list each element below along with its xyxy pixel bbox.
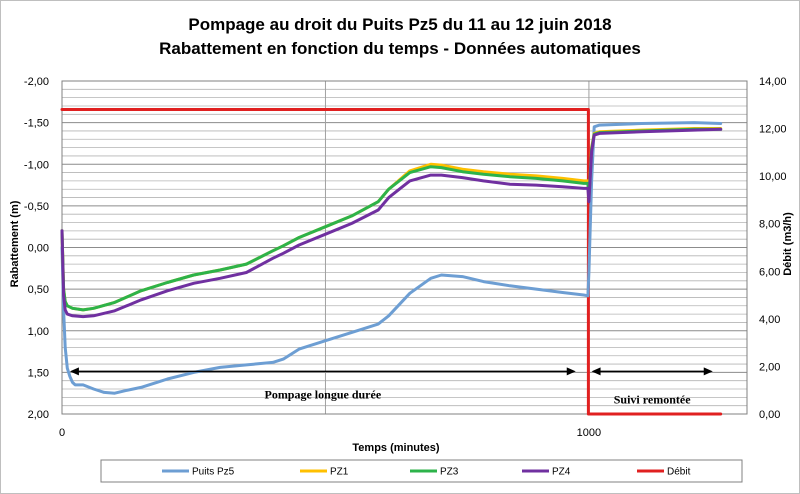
y-tick-label: -1,50 bbox=[24, 118, 49, 130]
y-tick-label: -2,00 bbox=[24, 76, 49, 88]
annotation-arrowhead-right bbox=[703, 367, 713, 376]
y2-tick-label: 0,00 bbox=[759, 409, 780, 421]
y2-tick-label: 2,00 bbox=[759, 361, 780, 373]
x-axis-ticks: 0 1000 bbox=[59, 427, 601, 439]
y-tick-label: 1,00 bbox=[28, 326, 49, 338]
x-axis-title: Temps (minutes) bbox=[352, 442, 440, 454]
y2-axis-title: Débit (m3/h) bbox=[782, 212, 794, 276]
series-line-d-bit bbox=[60, 108, 723, 416]
legend: Puits Pz5 PZ1 PZ3 PZ4 Débit bbox=[162, 467, 691, 478]
y-tick-label: 2,00 bbox=[28, 409, 49, 421]
legend-label: PZ3 bbox=[440, 467, 459, 478]
annotation-label: Suivi remontée bbox=[614, 392, 691, 406]
annotation-label: Pompage longue durée bbox=[264, 387, 381, 401]
y2-tick-label: 6,00 bbox=[759, 266, 780, 278]
gridlines bbox=[62, 80, 747, 415]
legend-label: PZ4 bbox=[552, 467, 571, 478]
y2-axis-ticks: 0,00 2,00 4,00 6,00 8,00 10,00 12,00 14,00 bbox=[759, 76, 787, 421]
y2-tick-label: 14,00 bbox=[759, 76, 787, 88]
y-tick-label: 0,50 bbox=[28, 284, 49, 296]
legend-label: Débit bbox=[667, 467, 691, 478]
y2-tick-label: 10,00 bbox=[759, 171, 787, 183]
y2-tick-label: 4,00 bbox=[759, 314, 780, 326]
y-tick-label: 0,00 bbox=[28, 243, 49, 255]
y2-tick-label: 12,00 bbox=[759, 124, 787, 136]
series-line-pz4 bbox=[60, 127, 723, 319]
series-lines bbox=[60, 108, 723, 416]
y2-tick-label: 8,00 bbox=[759, 219, 780, 231]
chart-title-line2: Rabattement en fonction du temps - Donné… bbox=[159, 39, 641, 58]
series-line-puits-pz5 bbox=[60, 121, 723, 395]
annotations: Pompage longue durée Suivi remontée bbox=[69, 367, 713, 406]
chart-title-line1: Pompage au droit du Puits Pz5 du 11 au 1… bbox=[188, 15, 611, 34]
y-tick-label: -1,00 bbox=[24, 159, 49, 171]
annotation-arrowhead-left bbox=[69, 367, 79, 376]
series-line-pz3 bbox=[60, 127, 723, 312]
y-axis-ticks: -2,00 -1,50 -1,00 -0,50 0,00 0,50 1,00 1,50 2,00 bbox=[24, 76, 49, 421]
annotation-arrowhead-left bbox=[591, 367, 601, 376]
legend-label: PZ1 bbox=[330, 467, 349, 478]
x-tick-label: 1000 bbox=[577, 427, 601, 439]
legend-label: Puits Pz5 bbox=[192, 467, 235, 478]
y-tick-label: 1,50 bbox=[28, 367, 49, 379]
x-tick-label: 0 bbox=[59, 427, 65, 439]
annotation-arrowhead-right bbox=[566, 367, 576, 376]
y-axis-title: Rabattement (m) bbox=[9, 200, 21, 287]
y-tick-label: -0,50 bbox=[24, 201, 49, 213]
